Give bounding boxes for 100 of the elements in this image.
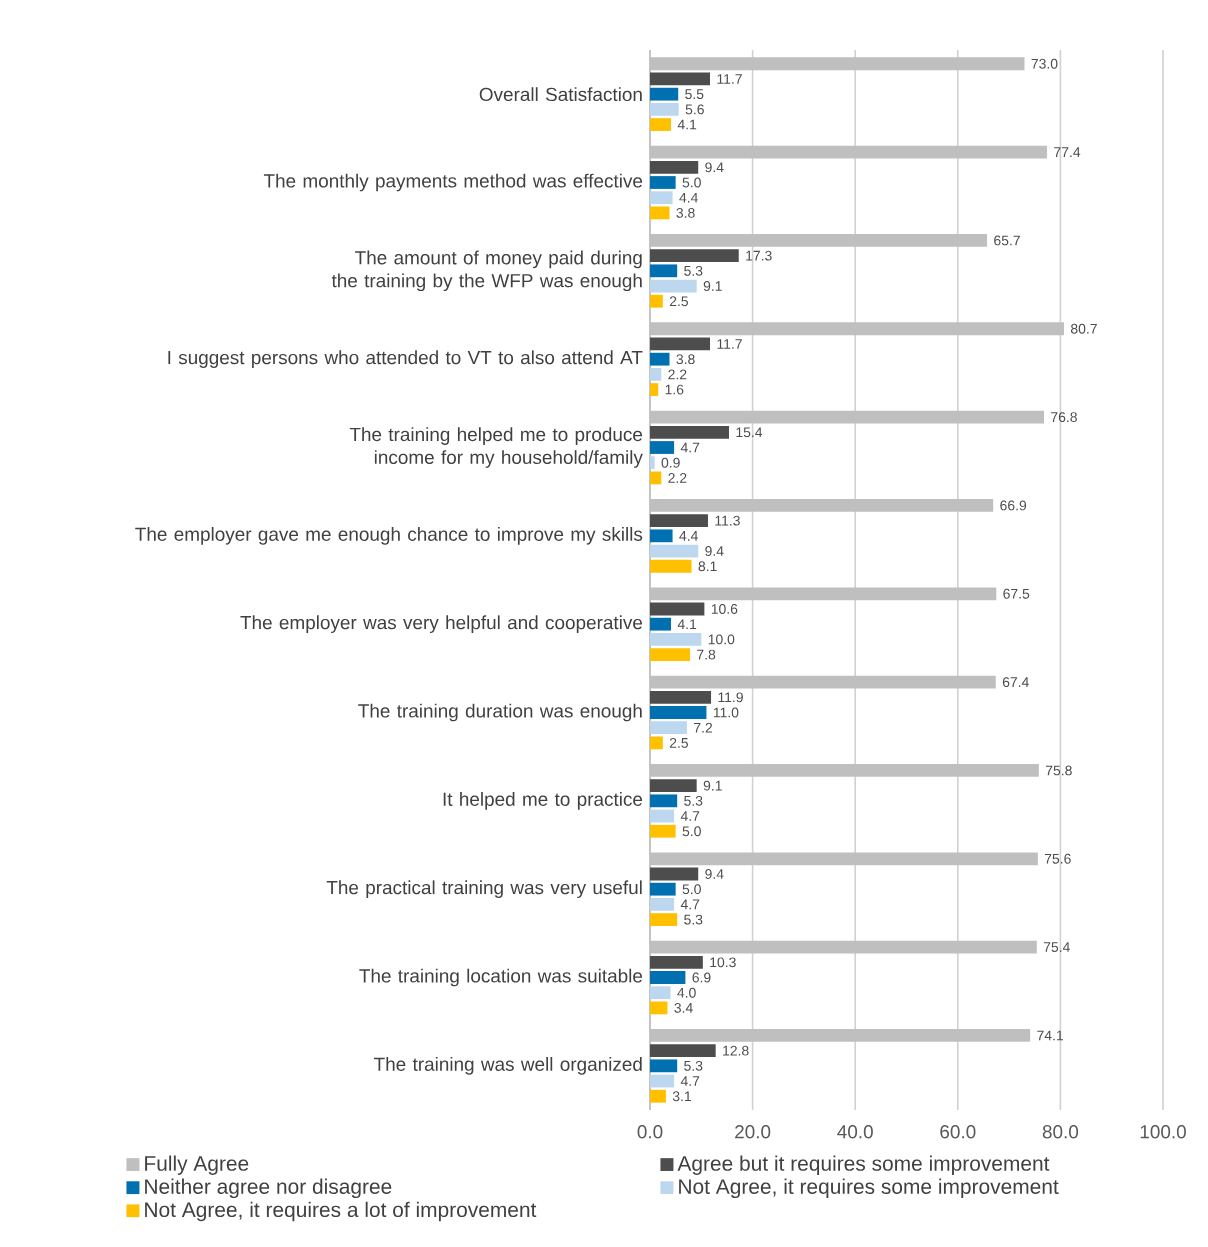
legend-label: Not Agree, it requires some improvement <box>679 1178 1059 1199</box>
data-label: 4.7 <box>680 811 700 821</box>
bar <box>650 867 699 881</box>
data-label: 75.4 <box>1043 942 1070 952</box>
data-label: 4.7 <box>680 1076 700 1086</box>
data-label: 3.1 <box>672 1091 691 1102</box>
bar <box>650 1059 678 1073</box>
y-tick-label: The training helped me to produce income for my household/family <box>349 427 643 468</box>
data-label: 11.9 <box>718 692 743 703</box>
data-label: 4.1 <box>677 119 697 130</box>
bar <box>650 736 663 750</box>
y-tick-label: I suggest persons who attended to VT to also attend AT <box>168 350 643 368</box>
y-tick-label: The employer gave me enough chance to improve my skills <box>135 527 643 545</box>
x-tick-label: 0.0 <box>637 1125 663 1139</box>
bar <box>650 264 678 278</box>
data-label: 7.2 <box>694 722 713 733</box>
data-label: 4.7 <box>680 899 700 910</box>
y-tick-label: The practical training was very useful <box>326 880 642 899</box>
bar <box>650 72 711 86</box>
bar <box>650 602 705 616</box>
x-tick-label: 80.0 <box>1042 1125 1079 1139</box>
bar <box>650 206 670 220</box>
y-tick-label: The amount of money paid during the training by the WFP was enough <box>331 250 642 292</box>
data-label: 4.0 <box>677 987 696 998</box>
bar <box>650 955 703 969</box>
bar <box>650 471 662 485</box>
data-label: 3.8 <box>676 207 695 218</box>
bar <box>650 176 676 189</box>
y-tick-label: Overall Satisfaction <box>479 87 642 102</box>
x-tick-label: 40.0 <box>837 1125 873 1139</box>
data-label: 2.5 <box>669 296 689 307</box>
data-label: 9.4 <box>705 162 724 173</box>
data-label: 67.4 <box>1002 677 1029 688</box>
bar <box>650 794 678 808</box>
bar <box>650 648 691 661</box>
bar <box>650 986 671 1000</box>
bar <box>650 352 670 366</box>
y-tick-label: The training was well organized <box>374 1057 642 1075</box>
bar <box>650 544 699 558</box>
data-label: 73.0 <box>1031 58 1058 69</box>
bar <box>650 809 675 823</box>
bar <box>650 1044 716 1058</box>
data-label: 6.9 <box>692 972 711 983</box>
y-tick-label: The monthly payments method was effective <box>263 173 643 192</box>
bar <box>650 160 699 174</box>
bar <box>650 456 655 470</box>
bar <box>650 249 739 263</box>
data-label: 5.0 <box>682 826 701 837</box>
data-label: 9.4 <box>705 546 724 556</box>
bar <box>650 367 662 381</box>
data-label: 75.8 <box>1045 765 1072 776</box>
legend-label: Fully Agree <box>145 1155 249 1175</box>
data-label: 75.6 <box>1044 853 1071 864</box>
data-label: 5.0 <box>682 884 701 895</box>
bar <box>650 102 679 116</box>
bar <box>650 897 675 911</box>
data-label: 0.9 <box>661 457 680 468</box>
data-label: 10.0 <box>708 634 735 645</box>
data-label: 12.8 <box>723 1045 749 1056</box>
bar <box>650 337 711 351</box>
bar <box>650 294 663 308</box>
data-label: 1.6 <box>665 384 684 395</box>
data-label: 11.7 <box>717 339 742 349</box>
data-label: 10.3 <box>710 957 736 968</box>
data-label: 11.0 <box>713 707 739 718</box>
legend-label: Agree but it requires some improvement <box>677 1155 1050 1175</box>
bar <box>650 632 702 646</box>
y-tick-label: The training duration was enough <box>358 703 642 722</box>
bar <box>650 191 673 205</box>
data-label: 5.5 <box>685 89 704 100</box>
data-label: 15.4 <box>736 427 763 438</box>
x-tick-label: 60.0 <box>940 1125 976 1139</box>
bar <box>650 559 692 573</box>
data-label: 74.1 <box>1037 1030 1063 1041</box>
data-label: 4.4 <box>679 192 698 203</box>
legend-label: Neither agree nor disagree <box>145 1178 392 1199</box>
bar <box>650 529 673 543</box>
bar <box>650 425 729 439</box>
bar <box>650 882 676 896</box>
data-label: 10.6 <box>711 604 738 614</box>
data-label: 66.9 <box>1000 500 1027 511</box>
bar <box>650 1089 666 1103</box>
data-label: 5.3 <box>684 265 703 276</box>
data-label: 8.1 <box>698 561 717 572</box>
bar <box>650 913 678 926</box>
data-label: 67.5 <box>1003 588 1030 599</box>
data-label: 77.4 <box>1054 147 1081 157</box>
data-label: 9.1 <box>703 281 722 291</box>
bar <box>650 514 708 528</box>
data-label: 3.4 <box>674 1003 693 1013</box>
bar <box>650 824 676 838</box>
data-label: 80.7 <box>1070 323 1097 334</box>
data-label: 76.8 <box>1051 412 1077 423</box>
bar <box>650 1074 675 1088</box>
bar <box>650 721 687 735</box>
data-label: 2.2 <box>668 369 687 380</box>
bar <box>650 441 675 454</box>
data-label: 11.7 <box>717 74 742 84</box>
x-tick-label: 100.0 <box>1140 1125 1186 1139</box>
data-label: 65.7 <box>994 235 1020 246</box>
